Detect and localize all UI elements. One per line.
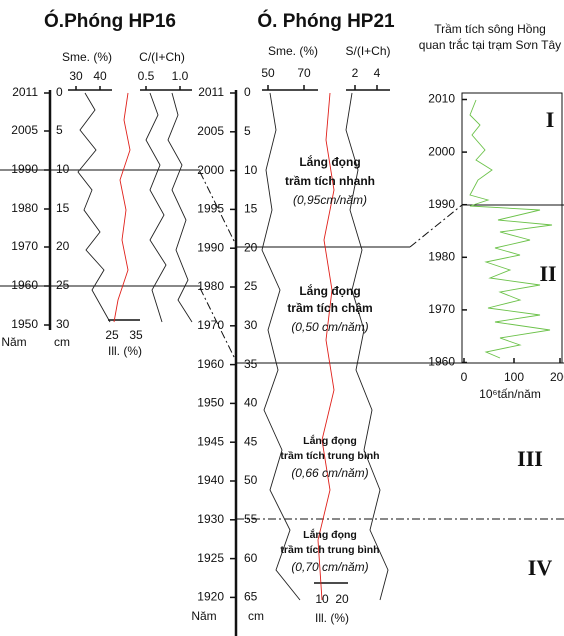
label: C/(I+Ch) bbox=[139, 50, 185, 64]
depth-label: 35 bbox=[244, 357, 258, 371]
layout bbox=[0, 89, 564, 636]
depth-label: 25 bbox=[56, 278, 70, 292]
annotation: Lắng đọng bbox=[299, 283, 360, 298]
year-label: 1980 bbox=[197, 279, 224, 293]
year-label: 1945 bbox=[197, 434, 224, 448]
chart-title: Trầm tích sông Hồng bbox=[434, 22, 546, 36]
unit: cm bbox=[54, 335, 70, 349]
depth-label: 30 bbox=[56, 317, 70, 331]
title: Ó. Phóng HP21 bbox=[257, 10, 395, 32]
y-tick-label: 1980 bbox=[428, 249, 455, 263]
annotation: Lắng đọng bbox=[299, 154, 360, 169]
year-label: 2011 bbox=[12, 85, 38, 99]
year-label: 1960 bbox=[197, 357, 224, 371]
x-tick-label: 0 bbox=[461, 370, 468, 384]
year-label: 1950 bbox=[11, 317, 38, 331]
label: 40 bbox=[93, 69, 107, 83]
y-tick-label: 2010 bbox=[428, 92, 455, 106]
label: 50 bbox=[261, 66, 275, 80]
x-tick-label: 100 bbox=[504, 370, 524, 384]
year-label: 1925 bbox=[197, 551, 224, 565]
annotation: Lắng đọng bbox=[303, 528, 357, 541]
year-label: 1990 bbox=[11, 162, 38, 176]
y-tick-label: 2000 bbox=[428, 144, 455, 158]
depth-label: 5 bbox=[56, 123, 63, 137]
year-label: 2011 bbox=[198, 85, 224, 99]
label: 10 bbox=[315, 592, 329, 606]
annotation: (0,66 cm/năm) bbox=[291, 466, 368, 480]
year-label: 2005 bbox=[197, 124, 224, 138]
label: Sme. (%) bbox=[62, 50, 112, 64]
depth-label: 65 bbox=[244, 590, 258, 604]
annotation: (0,50 cm/năm) bbox=[291, 320, 368, 334]
label: 2 bbox=[352, 66, 359, 80]
y-tick-label: 1960 bbox=[428, 355, 455, 369]
y-tick-label: 1970 bbox=[428, 302, 455, 316]
depth-label: 40 bbox=[244, 396, 258, 410]
zone-label: II bbox=[539, 261, 556, 286]
depth-label: 15 bbox=[56, 201, 70, 215]
zone-label: IV bbox=[528, 555, 553, 580]
year-label: 1990 bbox=[197, 240, 224, 254]
year-label: 1940 bbox=[197, 473, 224, 487]
unit: Năm bbox=[1, 335, 26, 349]
year-label: 1970 bbox=[11, 239, 38, 253]
label: 30 bbox=[69, 69, 83, 83]
year-label: 1970 bbox=[197, 318, 224, 332]
year-label: 1995 bbox=[197, 202, 224, 216]
depth-label: 25 bbox=[244, 279, 258, 293]
annotation: (0,70 cm/năm) bbox=[291, 560, 368, 574]
annotation: trầm tích trung bình bbox=[280, 450, 379, 462]
annotation: trầm tích trung bình bbox=[280, 544, 379, 556]
annotation: trầm tích chậm bbox=[287, 301, 372, 315]
depth-label: 30 bbox=[244, 318, 258, 332]
depth-label: 20 bbox=[244, 240, 258, 254]
label: 4 bbox=[374, 66, 381, 80]
depth-label: 60 bbox=[244, 551, 258, 565]
depth-label: 0 bbox=[244, 85, 251, 99]
annotation: trầm tích nhanh bbox=[285, 174, 375, 188]
year-label: 2005 bbox=[11, 123, 38, 137]
label: Sme. (%) bbox=[268, 44, 318, 58]
label: 25 bbox=[105, 328, 119, 342]
label: 70 bbox=[297, 66, 311, 80]
y-tick-label: 1990 bbox=[428, 197, 455, 211]
label: 1.0 bbox=[172, 69, 189, 83]
annotation: Lắng đọng bbox=[303, 434, 357, 447]
x-axis-label: 10⁶tấn/năm bbox=[479, 387, 541, 401]
depth-label: 50 bbox=[244, 473, 258, 487]
label: 20 bbox=[335, 592, 349, 606]
unit: Năm bbox=[191, 609, 216, 623]
chart-title: quan trắc tại trạm Sơn Tây bbox=[419, 37, 561, 52]
label: 0.5 bbox=[138, 69, 155, 83]
label: S/(I+Ch) bbox=[345, 44, 390, 58]
depth-label: 10 bbox=[56, 162, 70, 176]
year-label: 1980 bbox=[11, 201, 38, 215]
zone-label: I bbox=[546, 107, 555, 132]
depth-label: 15 bbox=[244, 202, 258, 216]
unit: cm bbox=[248, 609, 264, 623]
label: 35 bbox=[129, 328, 143, 342]
x-tick-label: 200 bbox=[550, 370, 564, 384]
depth-label: 0 bbox=[56, 85, 63, 99]
annotation: (0,95cm/năm) bbox=[293, 193, 367, 207]
depth-label: 10 bbox=[244, 163, 258, 177]
zone-label: III bbox=[517, 446, 543, 471]
year-label: 1930 bbox=[197, 512, 224, 526]
depth-label: 55 bbox=[244, 512, 258, 526]
year-label: 1950 bbox=[197, 396, 224, 410]
label: Ill. (%) bbox=[315, 611, 349, 625]
year-label: 2000 bbox=[197, 163, 224, 177]
year-label: 1960 bbox=[11, 278, 38, 292]
depth-label: 20 bbox=[56, 239, 70, 253]
depth-label: 45 bbox=[244, 434, 258, 448]
year-label: 1920 bbox=[197, 590, 224, 604]
title: Ó.Phóng HP16 bbox=[44, 10, 176, 32]
label: Ill. (%) bbox=[108, 344, 142, 358]
depth-label: 5 bbox=[244, 124, 251, 138]
